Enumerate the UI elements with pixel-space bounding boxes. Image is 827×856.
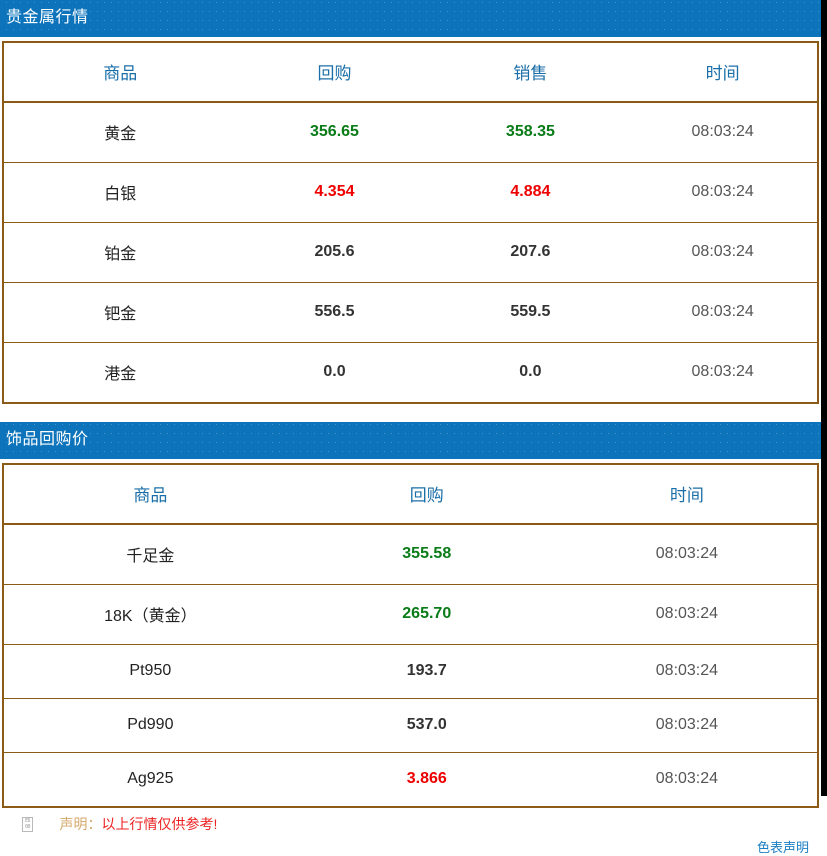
cell-buyback-price: 537.0: [296, 698, 557, 753]
cell-buyback-price: 0.0: [323, 363, 346, 380]
panel-body-precious-metals: 商品 回购 销售 时间 黄金 356.65 358.35 08:03:24 白银: [2, 41, 819, 404]
table-row: 铂金 205.6 207.6 08:03:24: [4, 222, 817, 283]
cell-time: 08:03:24: [628, 162, 817, 223]
cell-time: 08:03:24: [628, 282, 817, 343]
cell-product-name: Ag925: [127, 770, 174, 787]
cell-sale-price: 0.0: [519, 363, 542, 380]
cell-time: 08:03:24: [655, 770, 719, 787]
brandmark: 色表声明: [756, 840, 809, 855]
cell-product-name: 铂金: [4, 222, 237, 283]
panel-title-jewelry-buyback: 饰品回购价: [0, 422, 821, 459]
panel-gap: [0, 404, 821, 422]
table-row: Pd990 537.0 08:03:24: [4, 698, 817, 753]
disclaimer: 声明：以上行情仅供参考!: [59, 814, 217, 834]
cell-time: 08:03:24: [691, 363, 754, 380]
table-row: Ag925 3.866 08:03:24: [4, 753, 817, 807]
column-header-buyback: 回购: [296, 465, 557, 525]
table-row: 白银 4.354 4.884 08:03:24: [4, 162, 817, 223]
cell-time: 08:03:24: [556, 644, 817, 699]
precious-metals-table: 商品 回购 销售 时间 黄金 356.65 358.35 08:03:24 白银: [4, 43, 817, 402]
cell-buyback-price: 4.354: [236, 162, 433, 223]
cell-product-name: 18K（黄金）: [4, 584, 297, 645]
column-header-time: 时间: [556, 465, 817, 525]
cell-sale-price: 559.5: [432, 282, 629, 343]
table-row: 港金 0.0 0.0 08:03:24: [4, 343, 817, 403]
cell-product-name: 钯金: [4, 282, 237, 343]
column-header-buyback: 回购: [236, 43, 433, 103]
panel-precious-metals: 贵金属行情 商品 回购 销售 时间 黄金 3: [0, 0, 821, 404]
disclaimer-body: 以上行情仅供参考!: [101, 816, 218, 832]
cell-sale-price: 358.35: [432, 102, 629, 163]
cell-buyback-price: 556.5: [236, 282, 433, 343]
cell-buyback-price: 3.866: [406, 770, 447, 787]
panel-title-text: 贵金属行情: [6, 9, 89, 26]
cell-product-name: Pt950: [4, 644, 297, 699]
cell-time: 08:03:24: [556, 698, 817, 753]
cell-product-name: 白银: [4, 162, 237, 223]
cell-time: 08:03:24: [556, 524, 817, 585]
cell-product-name: 黄金: [4, 102, 237, 163]
column-header-sale: 销售: [432, 43, 629, 103]
cell-product-name: Pd990: [4, 698, 297, 753]
panel-body-jewelry-buyback: 商品 回购 时间 千足金 355.58 08:03:24 18K（黄金） 265…: [2, 463, 819, 808]
table-row: 黄金 356.65 358.35 08:03:24: [4, 102, 817, 163]
table-row: Pt950 193.7 08:03:24: [4, 644, 817, 699]
column-header-time: 时间: [628, 43, 817, 103]
table-row: 千足金 355.58 08:03:24: [4, 524, 817, 585]
cell-sale-price: 4.884: [432, 162, 629, 223]
cell-buyback-price: 356.65: [236, 102, 433, 163]
cell-product-name: 港金: [104, 366, 137, 383]
cell-buyback-price: 355.58: [296, 524, 557, 585]
table-header-row: 商品 回购 销售 时间: [4, 43, 817, 103]
column-header-product: 商品: [4, 465, 297, 525]
footer: E6 00 声明：以上行情仅供参考! 色表声明: [0, 814, 821, 855]
cell-buyback-price: 193.7: [296, 644, 557, 699]
disclaimer-lead: 声明：: [59, 816, 102, 832]
table-header-row: 商品 回购 时间: [4, 465, 817, 525]
panel-title-text: 饰品回购价: [6, 431, 89, 448]
column-header-product: 商品: [4, 43, 237, 103]
cell-time: 08:03:24: [556, 584, 817, 645]
cell-sale-price: 207.6: [432, 222, 629, 283]
table-row: 18K（黄金） 265.70 08:03:24: [4, 584, 817, 645]
panel-jewelry-buyback: 饰品回购价 商品 回购 时间 千足金 355.58: [0, 422, 821, 808]
cell-time: 08:03:24: [628, 222, 817, 283]
missing-glyph-icon: E6 00: [22, 816, 33, 832]
cell-time: 08:03:24: [628, 102, 817, 163]
missing-glyph-bottom: 00: [24, 823, 31, 830]
panel-title-precious-metals: 贵金属行情: [0, 0, 821, 37]
cell-product-name: 千足金: [4, 524, 297, 585]
table-row: 钯金 556.5 559.5 08:03:24: [4, 282, 817, 343]
cell-buyback-price: 265.70: [296, 584, 557, 645]
cell-buyback-price: 205.6: [236, 222, 433, 283]
jewelry-buyback-table: 商品 回购 时间 千足金 355.58 08:03:24 18K（黄金） 265…: [4, 465, 817, 806]
